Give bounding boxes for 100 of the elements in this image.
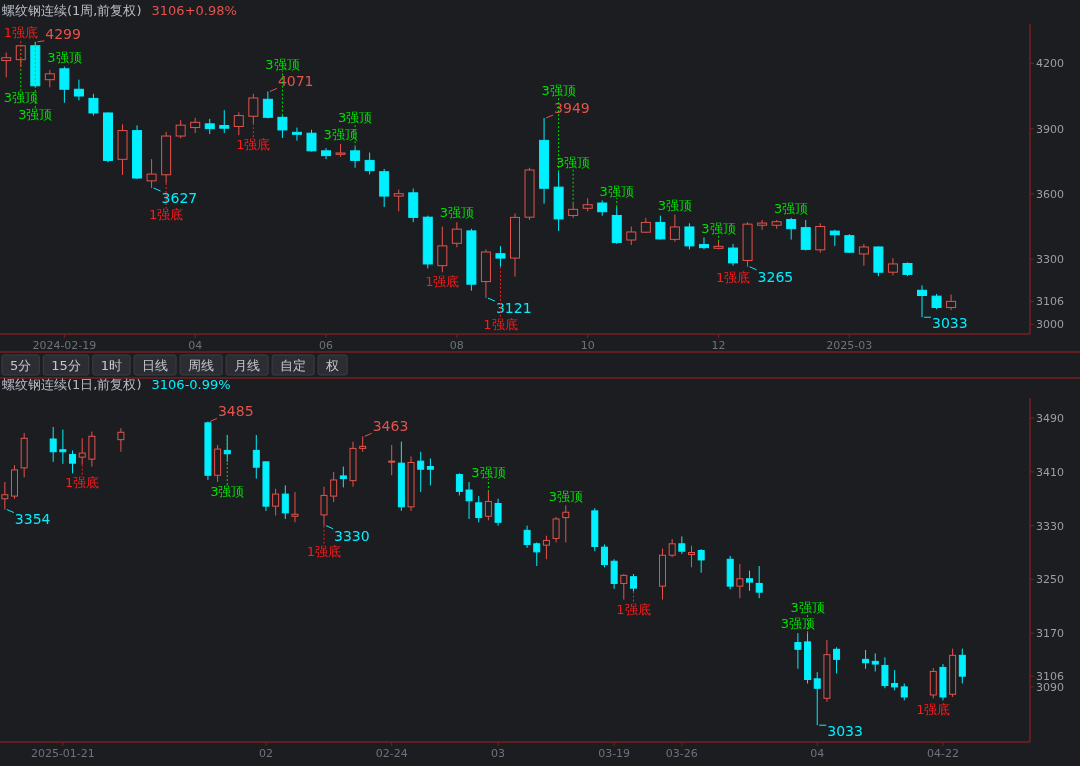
candlestick	[552, 516, 560, 543]
candlestick	[291, 127, 302, 142]
x-tick-label: 12	[711, 339, 726, 352]
x-tick-label: 03	[491, 747, 506, 760]
text: 月线	[234, 358, 261, 373]
annotation: 3强顶	[548, 488, 583, 504]
candlestick	[475, 495, 483, 523]
annotation: 3强顶	[701, 220, 736, 236]
candlestick	[494, 498, 502, 527]
y-tick-label: 3000	[1036, 318, 1064, 332]
candlestick	[891, 669, 899, 691]
text: 5分	[10, 358, 32, 373]
y-tick-label: 3330	[1036, 519, 1064, 533]
x-tick-label: 2024-02-19	[32, 339, 97, 352]
annotation: 3强顶	[210, 484, 245, 499]
annotation: 4071	[277, 73, 314, 90]
text: 权	[325, 358, 340, 373]
candlestick	[542, 535, 550, 560]
candlestick	[800, 219, 811, 251]
candlestick	[755, 565, 763, 599]
candlestick	[786, 217, 797, 241]
text: 15分	[51, 358, 81, 373]
y-tick-label: 3490	[1036, 412, 1064, 426]
y-tick-label: 4200	[1036, 57, 1064, 71]
candlestick	[1, 52, 12, 78]
candlestick	[881, 656, 889, 689]
annotation: 3强顶	[780, 616, 816, 632]
annotation: 3强顶	[3, 89, 38, 105]
candlestick	[858, 243, 869, 267]
candlestick	[523, 525, 531, 549]
candlestick	[455, 472, 463, 496]
candlestick	[248, 93, 259, 124]
candlestick	[339, 466, 347, 488]
candlestick	[757, 219, 768, 231]
candlestick	[655, 215, 666, 241]
chart-subtitle: 3106-0.99%	[151, 377, 231, 392]
annotation: 1强底	[306, 543, 342, 559]
x-tick-label: 04-22	[926, 747, 959, 760]
candlestick	[417, 451, 425, 493]
annotation: 4299	[45, 25, 81, 42]
y-tick-label: 3600	[1036, 187, 1064, 201]
annotation: 3033	[827, 723, 863, 740]
annotation: 3121	[495, 300, 532, 317]
candlestick	[117, 427, 125, 453]
candlestick	[697, 548, 705, 574]
candlestick	[626, 226, 637, 246]
candlestick	[437, 226, 448, 273]
x-tick-label: 02-24	[375, 747, 408, 760]
y-tick-label: 3410	[1036, 465, 1064, 479]
candlestick	[272, 488, 280, 517]
candlestick	[59, 429, 67, 465]
annotation: 3033	[932, 315, 968, 332]
candlestick	[958, 648, 966, 685]
chart-subtitle: 3106+0.98%	[151, 3, 237, 18]
candlestick	[871, 652, 879, 672]
annotation: 3463	[372, 418, 409, 435]
candlestick	[88, 93, 99, 117]
candlestick	[233, 111, 244, 136]
annotation: 3强顶	[337, 110, 373, 126]
candlestick	[929, 667, 937, 699]
x-tick-label: 02	[258, 747, 273, 760]
candlestick	[465, 481, 473, 520]
x-tick-label: 06	[319, 339, 334, 352]
candlestick	[277, 115, 288, 139]
candlestick	[684, 222, 695, 250]
candlestick	[688, 545, 695, 568]
candlestick	[698, 236, 709, 250]
candlestick	[88, 431, 96, 468]
candlestick	[815, 222, 826, 254]
annotation: 3强顶	[471, 465, 506, 481]
candlestick	[219, 109, 230, 134]
candlestick	[946, 293, 957, 311]
annotation: 1强底	[425, 274, 460, 290]
annotation: 1强底	[616, 601, 651, 617]
annotation: 3强顶	[439, 205, 474, 221]
candlestick	[73, 79, 84, 101]
x-tick-label: 04	[810, 747, 825, 760]
candlestick	[281, 484, 289, 520]
candlestick	[736, 563, 744, 599]
annotation: 1强底	[3, 25, 38, 41]
candlestick	[1, 481, 9, 511]
candlestick	[393, 189, 404, 212]
candlestick	[330, 471, 338, 503]
annotation: 1强底	[715, 269, 751, 285]
candlestick	[291, 491, 299, 523]
annotation: 3强顶	[556, 154, 591, 170]
x-tick-label: 10	[580, 339, 595, 352]
text: 日线	[142, 358, 169, 373]
annotation: 1强底	[148, 207, 184, 223]
text: 周线	[188, 358, 215, 373]
candlestick	[252, 434, 260, 480]
chart-title: 螺纹钢连续(1日,前复权)	[2, 377, 142, 392]
annotation: 3330	[333, 527, 370, 544]
x-tick-label: 2025-01-21	[30, 747, 95, 760]
annotation: 3强顶	[265, 56, 300, 72]
x-tick-label: 03-19	[598, 747, 631, 760]
candlestick	[669, 214, 680, 243]
x-tick-label: 03-26	[665, 747, 698, 760]
text: 1时	[100, 358, 123, 373]
y-tick-label: 3106	[1036, 295, 1064, 309]
